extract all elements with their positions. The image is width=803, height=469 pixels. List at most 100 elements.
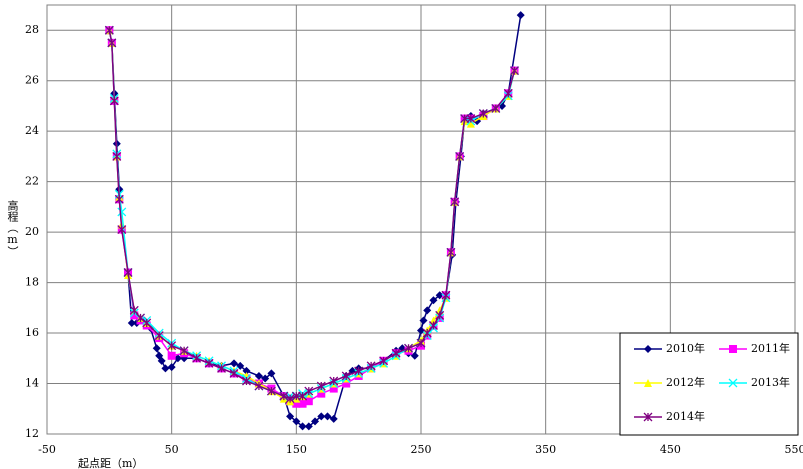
marker xyxy=(429,321,438,330)
x-tick-label: 50 xyxy=(165,443,179,456)
x-axis-label: 起点距（m） xyxy=(78,457,144,469)
marker xyxy=(644,379,652,387)
marker xyxy=(114,194,124,204)
marker xyxy=(109,96,119,106)
marker xyxy=(404,343,413,353)
marker xyxy=(254,371,263,380)
marker xyxy=(242,376,251,386)
x-tick-label: 350 xyxy=(535,443,556,456)
marker xyxy=(503,88,513,98)
marker xyxy=(728,378,738,388)
marker xyxy=(419,316,428,325)
marker xyxy=(298,391,308,401)
marker xyxy=(323,412,332,421)
marker xyxy=(422,328,432,338)
marker xyxy=(266,386,276,396)
marker xyxy=(304,386,314,396)
marker xyxy=(446,247,456,257)
marker xyxy=(192,353,202,363)
marker xyxy=(123,268,133,277)
marker xyxy=(152,344,161,353)
marker xyxy=(491,104,501,113)
marker xyxy=(157,356,166,365)
marker xyxy=(441,290,451,300)
marker xyxy=(455,151,465,161)
marker xyxy=(161,364,170,373)
marker xyxy=(285,394,295,404)
marker xyxy=(217,363,226,373)
marker xyxy=(354,366,364,376)
marker xyxy=(435,291,444,300)
legend-label: 2011年 xyxy=(751,341,790,355)
marker xyxy=(298,422,307,431)
marker xyxy=(410,351,419,360)
marker xyxy=(729,345,737,353)
marker xyxy=(391,348,401,358)
y-tick-label: 24 xyxy=(25,124,39,137)
marker xyxy=(230,359,238,368)
marker xyxy=(292,399,301,408)
marker xyxy=(204,358,214,368)
marker xyxy=(261,374,270,383)
marker xyxy=(130,311,139,320)
marker xyxy=(416,338,426,348)
y-tick-label: 28 xyxy=(25,23,39,36)
marker xyxy=(342,379,351,388)
y-tick-label: 20 xyxy=(25,225,39,238)
marker xyxy=(341,371,351,381)
y-tick-label: 22 xyxy=(25,175,39,188)
marker xyxy=(167,351,176,360)
legend-label: 2010年 xyxy=(666,341,705,355)
marker xyxy=(117,207,127,217)
legend-label: 2012年 xyxy=(666,375,705,389)
marker xyxy=(329,414,338,423)
marker xyxy=(254,381,264,391)
legend-label: 2014年 xyxy=(666,409,705,423)
marker xyxy=(317,389,326,398)
marker xyxy=(478,109,488,118)
y-tick-label: 16 xyxy=(25,326,39,339)
marker xyxy=(466,119,475,128)
marker xyxy=(117,225,127,235)
marker xyxy=(179,346,189,356)
marker xyxy=(136,313,145,323)
marker xyxy=(516,11,525,20)
marker xyxy=(311,417,320,426)
marker xyxy=(304,422,313,431)
marker xyxy=(379,356,389,366)
marker xyxy=(466,114,476,124)
marker xyxy=(142,318,152,328)
marker xyxy=(107,38,117,48)
marker xyxy=(450,197,460,207)
y-tick-label: 12 xyxy=(25,427,39,440)
marker xyxy=(286,412,295,421)
x-tick-label: 450 xyxy=(660,443,681,456)
marker xyxy=(423,306,432,315)
marker xyxy=(304,397,313,406)
y-tick-label: 18 xyxy=(25,276,39,289)
marker xyxy=(644,345,652,353)
marker xyxy=(167,341,177,351)
marker xyxy=(316,381,326,391)
marker xyxy=(329,384,338,393)
marker xyxy=(435,310,445,320)
marker xyxy=(112,151,122,161)
marker xyxy=(154,331,164,341)
x-tick-label: 550 xyxy=(785,443,803,456)
marker xyxy=(127,318,136,327)
marker xyxy=(167,363,176,372)
marker xyxy=(267,369,276,378)
y-tick-label: 14 xyxy=(25,377,39,390)
marker xyxy=(298,399,307,408)
marker xyxy=(429,296,438,305)
y-tick-label: 26 xyxy=(25,74,39,87)
marker xyxy=(242,366,251,375)
legend-label: 2013年 xyxy=(751,375,790,389)
marker xyxy=(292,417,301,426)
marker xyxy=(236,361,245,370)
marker xyxy=(366,361,376,371)
marker xyxy=(173,354,182,363)
marker xyxy=(417,326,425,335)
